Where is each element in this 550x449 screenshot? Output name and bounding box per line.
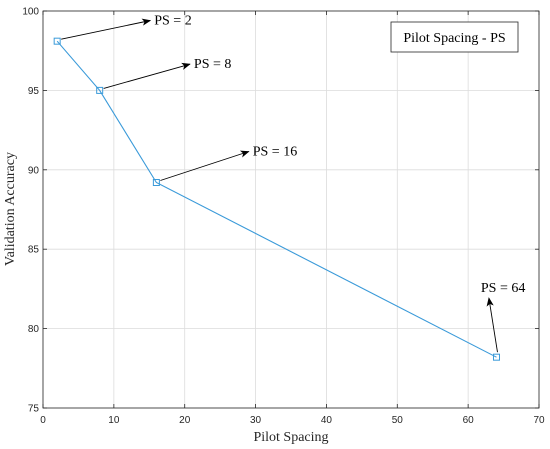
annotation-label: PS = 8: [194, 57, 231, 72]
plot-area: [43, 11, 539, 408]
plot-frame: [42, 10, 540, 409]
annotation-label: PS = 2: [154, 13, 191, 28]
x-tick-label: 70: [533, 415, 545, 426]
axis-ticks: 0 10 20 30 40 50 60 70 75 80 85 90 95 100: [22, 7, 545, 427]
data-point: [53, 37, 61, 45]
data-point: [492, 353, 500, 361]
x-tick-label: 60: [463, 415, 475, 426]
x-tick-label: 10: [108, 415, 120, 426]
y-tick-label: 85: [28, 245, 40, 256]
y-tick-label: 75: [28, 404, 40, 415]
annotation-label: PS = 16: [253, 145, 297, 160]
annotations: PS = 2 PS = 8 PS = 16 PS = 64: [61, 13, 525, 353]
data-point: [96, 86, 104, 94]
legend-label: Pilot Spacing - PS: [403, 31, 505, 46]
y-axis-label: Validation Accuracy: [3, 152, 18, 266]
y-tick-label: 100: [22, 7, 39, 18]
x-tick-label: 40: [321, 415, 333, 426]
annotation-arrow: [486, 297, 498, 353]
legend-box: [390, 21, 519, 53]
annotation-arrow: [61, 18, 152, 40]
y-tick-label: 95: [28, 86, 40, 97]
x-tick-label: 30: [250, 415, 262, 426]
legend: Pilot Spacing - PS: [390, 21, 519, 53]
x-axis-label: Pilot Spacing: [253, 430, 328, 445]
x-tick-label: 20: [179, 415, 191, 426]
annotation-arrow: [103, 62, 191, 89]
annotation-label: PS = 64: [481, 281, 525, 296]
x-tick-label: 50: [392, 415, 404, 426]
data-point: [152, 179, 160, 187]
y-tick-label: 90: [28, 165, 40, 176]
series-line: [56, 40, 497, 358]
y-tick-label: 80: [28, 324, 40, 335]
series-group: [53, 37, 500, 361]
annotation-arrow: [160, 150, 250, 181]
x-tick-label: 0: [40, 415, 46, 426]
